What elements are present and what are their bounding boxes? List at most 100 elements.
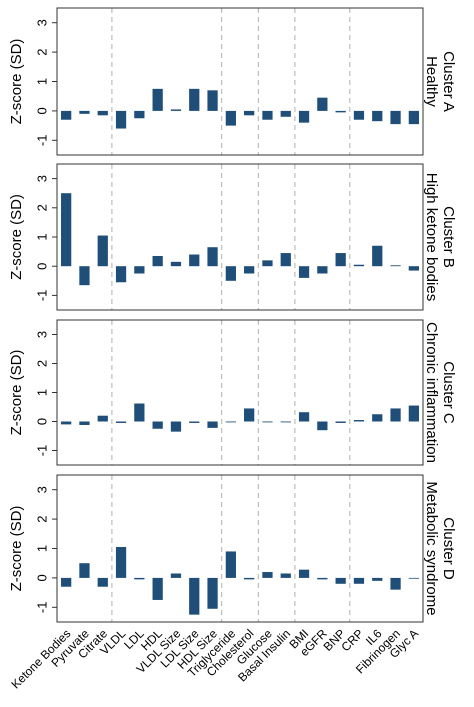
bar [408, 405, 419, 422]
bar [262, 421, 273, 423]
bar [115, 421, 127, 423]
bar [225, 551, 236, 578]
bar [408, 110, 419, 125]
y-tick-label: -1 [34, 135, 49, 147]
bar [353, 420, 365, 422]
bar [372, 110, 383, 122]
bar [152, 255, 163, 267]
y-tick-label: 2 [34, 360, 49, 367]
bar [225, 110, 236, 126]
bar [335, 421, 346, 423]
bar [390, 110, 401, 125]
bar [280, 573, 291, 578]
bar [353, 577, 365, 584]
y-tick-label: 1 [34, 389, 49, 396]
bar [189, 421, 200, 423]
bar [372, 577, 383, 581]
bar [280, 253, 291, 267]
bar [207, 247, 218, 267]
y-tick-label: 0 [34, 574, 49, 581]
bar [61, 110, 72, 120]
y-axis-title: Z-score (SD) [8, 350, 25, 436]
bar [115, 547, 127, 578]
bar [390, 265, 401, 267]
bar [115, 110, 127, 129]
bar [207, 421, 218, 428]
y-tick-label: 0 [34, 263, 49, 270]
bar [79, 563, 90, 578]
y-tick-label: 3 [34, 175, 49, 182]
y-tick-label: 0 [34, 107, 49, 114]
bar [317, 266, 328, 274]
bar [244, 266, 255, 274]
panel-label-line2: Healthy [423, 56, 440, 107]
bar [134, 577, 145, 580]
bar [408, 577, 419, 579]
panel-label-line1: Cluster A [440, 51, 457, 112]
bar [97, 415, 108, 422]
bar [372, 414, 383, 422]
bar [134, 110, 145, 119]
bar [298, 110, 310, 123]
bar [61, 193, 72, 267]
y-tick-label: -1 [34, 602, 49, 614]
bar [115, 266, 127, 283]
y-tick-label: 2 [34, 204, 49, 211]
x-tick-label: CRP [338, 626, 366, 654]
bar [170, 421, 182, 432]
bar [134, 403, 145, 422]
y-tick-label: -1 [34, 445, 49, 457]
bar [170, 573, 182, 578]
bar [152, 577, 163, 600]
bar [97, 577, 108, 587]
bar [353, 264, 365, 267]
bar [61, 577, 72, 587]
y-tick-label: 1 [34, 78, 49, 85]
bar [317, 577, 328, 580]
bar [317, 421, 328, 431]
bar [225, 266, 236, 281]
panel-label-line1: Cluster C [440, 361, 457, 424]
bar [390, 408, 401, 422]
bar [97, 110, 108, 116]
bar [170, 109, 182, 111]
bar [298, 412, 310, 422]
bar [134, 266, 145, 274]
bar [298, 266, 310, 278]
y-tick-label: 2 [34, 48, 49, 55]
bar [372, 245, 383, 267]
bar [152, 88, 163, 111]
y-tick-label: 1 [34, 545, 49, 552]
bar [244, 577, 255, 580]
panel-label-line1: Cluster D [440, 517, 457, 580]
panel-label-line2: High ketone bodies [423, 173, 440, 301]
bar [225, 421, 236, 423]
bar [262, 572, 273, 578]
bar [97, 235, 108, 267]
y-axis-title: Z-score (SD) [8, 194, 25, 280]
bar [408, 266, 419, 271]
bar [335, 253, 346, 267]
y-tick-label: 1 [34, 233, 49, 240]
panel-label-line1: Cluster B [440, 206, 457, 268]
bar [335, 110, 346, 113]
bar [280, 110, 291, 117]
bar [390, 577, 401, 590]
bar [79, 421, 90, 425]
y-tick-label: 3 [34, 331, 49, 338]
bar [353, 110, 365, 120]
bar [152, 421, 163, 429]
bar [79, 266, 90, 286]
bar [335, 577, 346, 584]
y-axis-title: Z-score (SD) [8, 39, 25, 125]
bar [280, 421, 291, 423]
y-tick-label: 3 [34, 19, 49, 26]
bar [189, 577, 200, 615]
bar [298, 569, 310, 578]
bar [207, 577, 218, 609]
bar [61, 421, 72, 425]
bar [244, 408, 255, 422]
panel-label-line2: Metabolic syndrome [423, 481, 440, 615]
